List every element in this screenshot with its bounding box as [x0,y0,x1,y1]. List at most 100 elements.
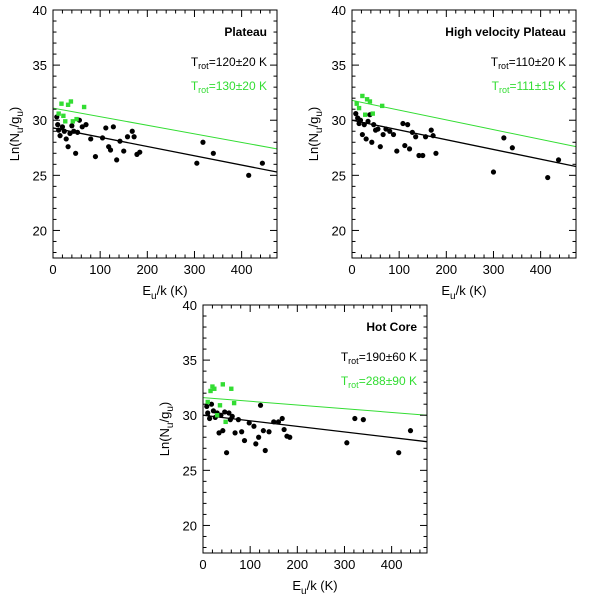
data-point-black [271,419,277,425]
x-axis-title-sub: u [151,291,157,302]
data-point-black [207,415,213,422]
y-axis-title-part: ) [7,107,22,111]
data-point-black [246,172,252,178]
data-point-green [68,99,74,104]
data-point-black [137,149,143,155]
y-tick-label: 35 [33,58,47,73]
data-point-green [217,403,223,408]
data-point-green [363,112,368,117]
data-point-black [59,124,66,130]
data-point-black [275,419,282,425]
y-axis-title-part: /g [7,117,22,128]
data-point-green [214,413,220,418]
x-axis-title-sub: u [301,586,307,595]
panel-title: High velocity Plateau [445,25,566,39]
data-point-black [205,410,211,416]
data-point-black [232,430,238,436]
data-point-black [208,401,215,407]
data-point-green [70,119,76,124]
trot-annotation-black: Trot=120±20 K [191,55,267,71]
x-axis-title-main: E [142,283,151,298]
data-point-black [357,117,364,123]
data-point-black [377,144,383,150]
data-point-black [394,148,400,154]
y-axis-title-part: u [165,423,176,429]
data-point-black [281,426,287,433]
x-tick-label: 0 [199,557,206,572]
x-tick-label: 300 [334,557,356,572]
data-point-green [81,104,87,110]
fit-line-green [352,99,576,148]
data-point-black [257,402,264,408]
data-point-black [239,429,245,435]
y-tick-label: 20 [33,223,47,238]
x-tick-label: 200 [435,262,457,277]
data-point-black [88,136,94,142]
trot-value: =190±60 K [359,350,417,364]
x-tick-label: 200 [136,262,158,277]
data-point-black [545,174,551,181]
fit-line-green [53,107,277,150]
data-point-black [251,423,257,429]
x-tick-label: 100 [89,262,111,277]
trot-value: =110±20 K [509,55,566,69]
trot-symbol: T [341,350,349,364]
fit-line-black [53,127,277,173]
data-point-green [220,382,226,387]
x-tick-label: 300 [184,262,206,277]
data-point-black [501,135,507,141]
data-point-black [79,124,85,130]
y-tick-label: 30 [332,113,346,128]
x-axis-title: Eu/k (K) [292,578,337,595]
data-point-black [287,434,293,440]
data-point-black [216,430,222,436]
data-point-black [83,122,89,128]
panel-title: Plateau [224,25,267,39]
trot-symbol: T [492,79,500,93]
data-point-green [229,386,234,391]
data-point-green [356,105,362,111]
data-point-green [208,388,213,394]
y-tick-label: 40 [33,3,47,18]
y-axis-title-part: u [15,111,26,117]
y-tick-label: 25 [332,168,346,183]
data-point-black [107,147,114,153]
x-tick-label: 400 [530,262,552,277]
data-point-green [56,111,61,116]
data-point-black [65,144,71,150]
data-point-black [390,131,397,138]
x-axis-title-rest: /k (K) [157,283,188,298]
data-point-black [73,150,79,156]
data-point-black [63,136,69,142]
data-point-black [387,128,393,134]
trot-subscript: rot [198,85,209,95]
data-point-black [422,134,429,140]
x-axis-title-main: E [292,578,301,593]
trot-subscript: rot [348,356,359,366]
x-axis-title: Eu/k (K) [441,283,486,302]
data-point-black [103,125,109,131]
x-tick-label: 300 [483,262,505,277]
x-tick-label: 100 [388,262,410,277]
data-point-black [235,417,241,423]
y-tick-label: 25 [33,168,47,183]
data-point-green [74,116,79,122]
y-axis-title-part: /g [157,412,172,423]
data-point-black [359,131,365,138]
x-axis-title-sub: u [450,291,456,302]
data-point-black [555,157,562,163]
y-axis-title-part: Ln(N [7,133,22,161]
data-point-black [74,129,81,135]
data-point-green [367,99,373,104]
y-axis-title-part: ) [157,402,172,406]
data-point-black [56,127,62,133]
y-axis-title-part: u [314,111,325,117]
y-axis-title-part: u [15,128,26,134]
data-point-black [210,150,216,156]
y-tick-label: 35 [183,353,197,368]
y-axis-title-part: u [165,406,176,412]
data-point-black [344,440,350,446]
data-point-green [65,102,71,107]
